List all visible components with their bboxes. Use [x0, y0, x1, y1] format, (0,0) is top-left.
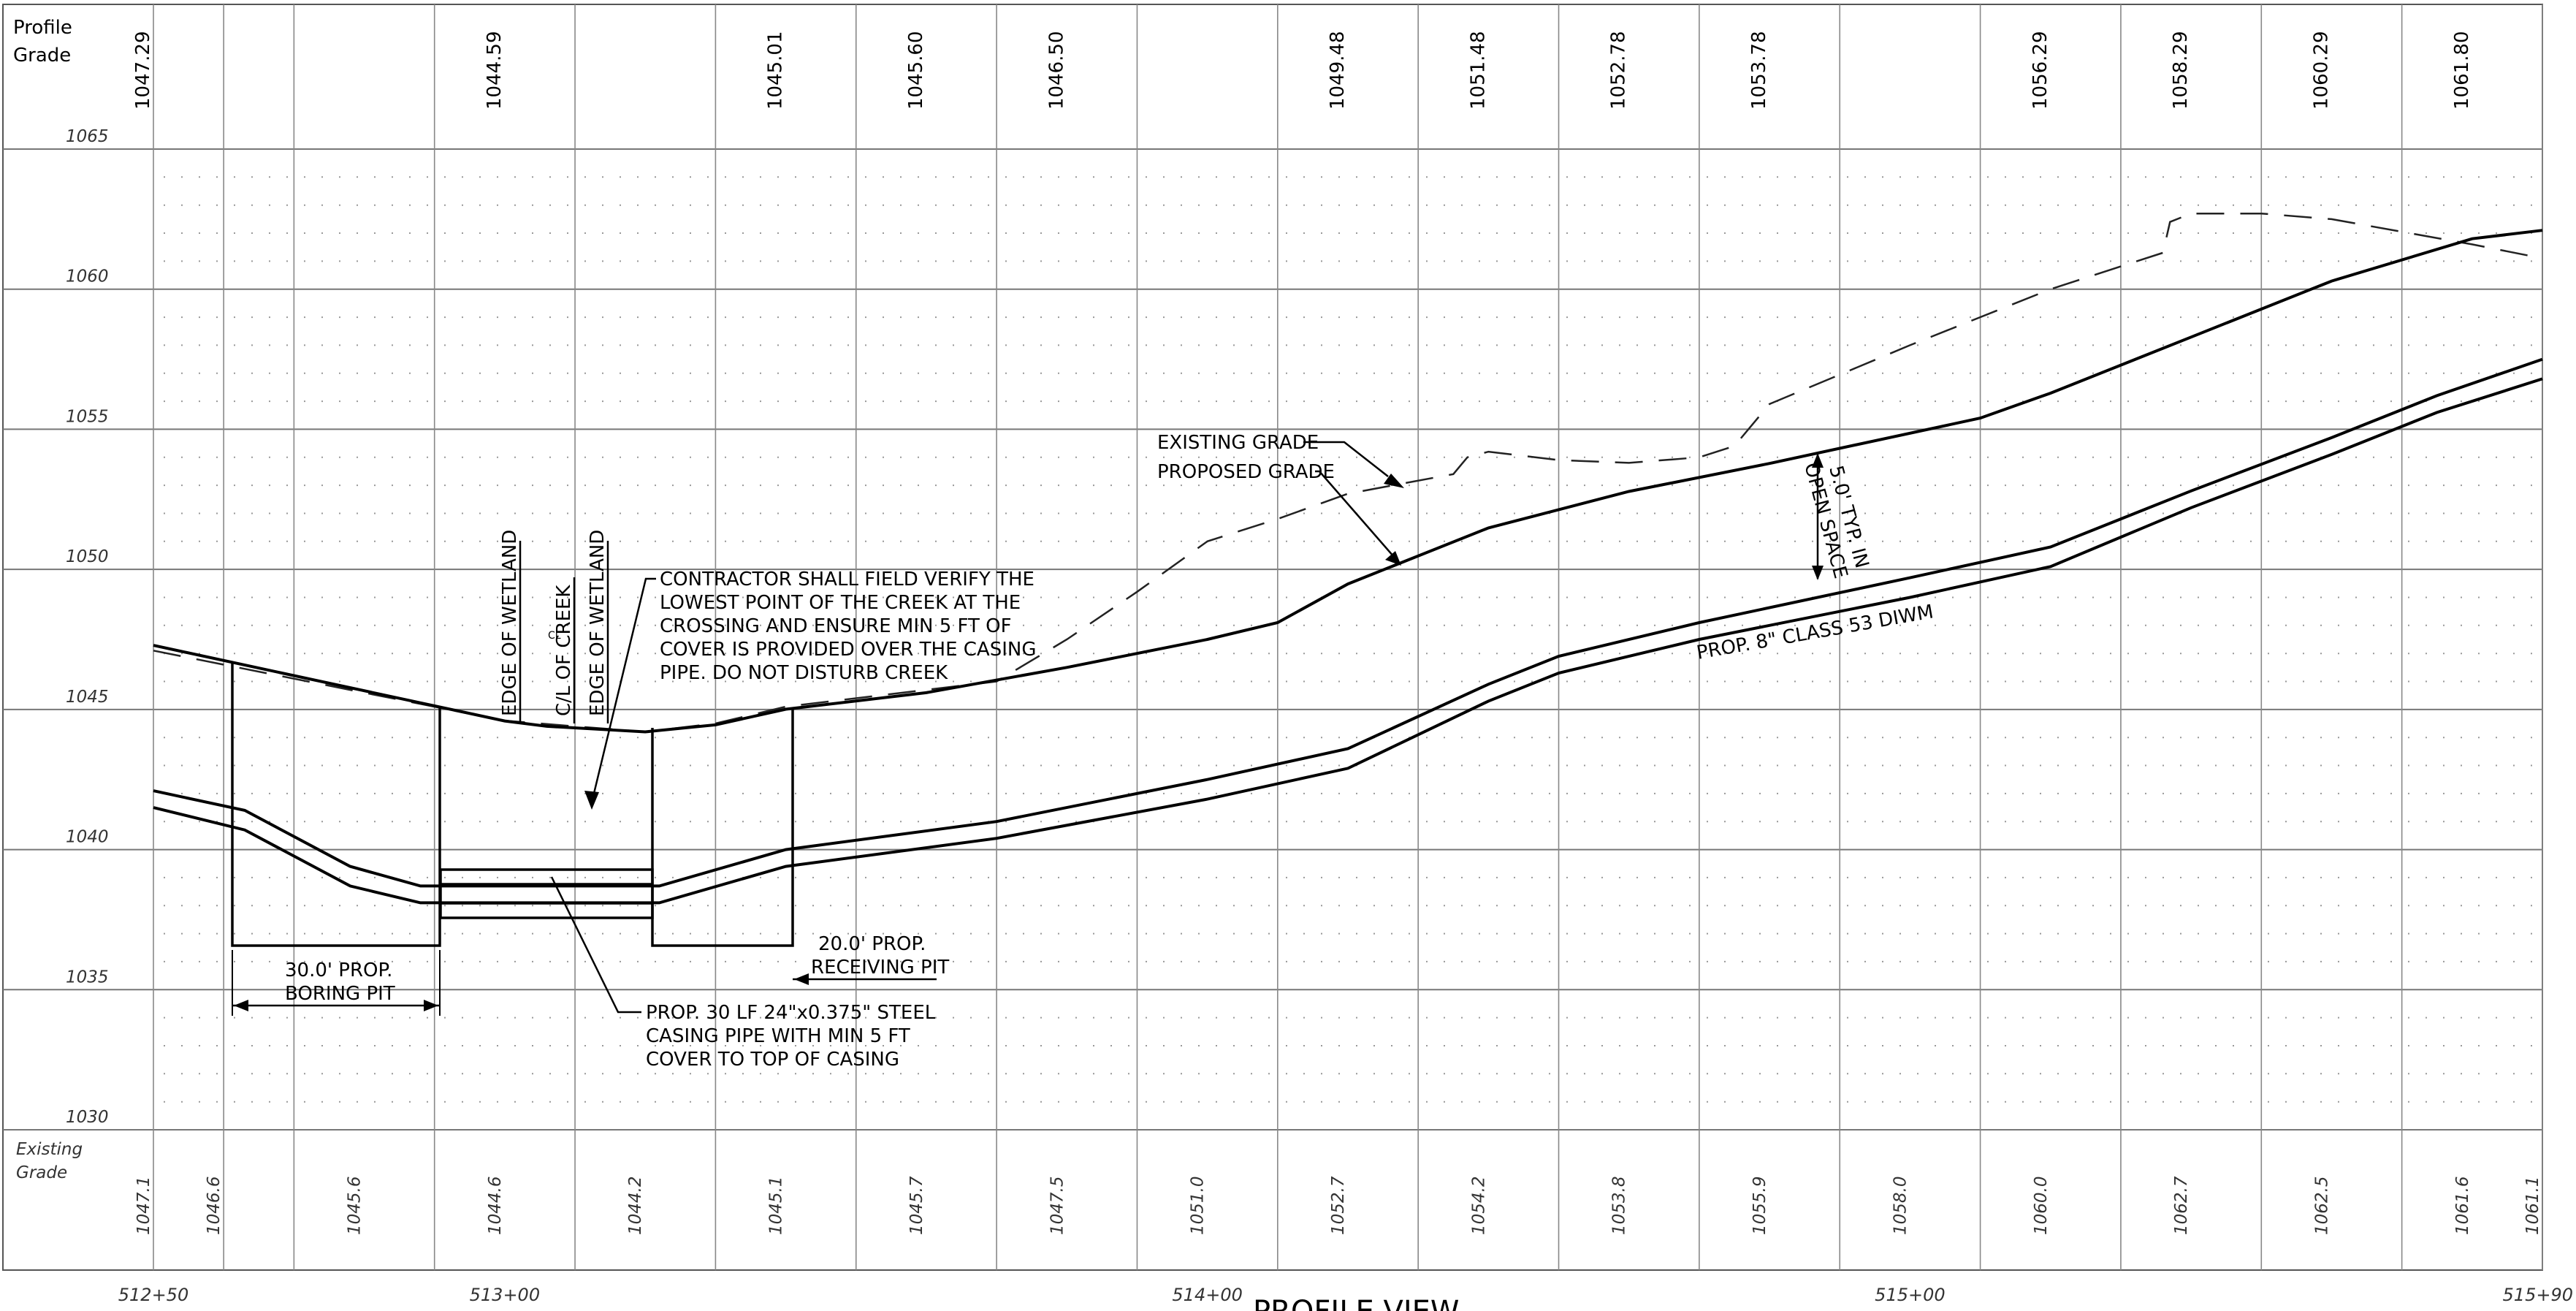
station-label: 515+00 [1875, 1285, 1945, 1305]
existing-grade-value: 1045.1 [767, 1177, 786, 1235]
contractor-note-line-3: CROSSING AND ENSURE MIN 5 FT OF [660, 615, 1012, 637]
elevation-tick-label: 1065 [66, 127, 109, 146]
existing-grade-value: 1060.0 [2032, 1177, 2051, 1235]
existing-grade-callout: EXISTING GRADE [1157, 432, 1404, 488]
pipe-bottom-line [153, 377, 2543, 905]
existing-grade-value: 1054.2 [1469, 1177, 1488, 1235]
open-space-cover-dimension: 5.0' TYP. IN OPEN SPACE [1799, 453, 1872, 581]
existing-grade-value: 1045.7 [907, 1176, 926, 1235]
casing-text-line-3: COVER TO TOP OF CASING [646, 1049, 899, 1071]
station-label: 512+50 [118, 1285, 188, 1305]
profile-grade-value: 1058.29 [2170, 31, 2192, 110]
existing-grade-value: 1051.0 [1189, 1177, 1208, 1235]
elevation-tick-label: 1030 [66, 1108, 109, 1127]
existing-grade-values: 1047.1 1046.6 1045.6 1044.6 1044.2 1045.1 1045… [134, 1176, 2542, 1235]
existing-grade-value: 1053.8 [1610, 1177, 1629, 1235]
station-label: 515+90 [2503, 1285, 2573, 1305]
contractor-note: CONTRACTOR SHALL FIELD VERIFY THE LOWEST… [584, 569, 1036, 810]
existing-grade-value: 1052.7 [1329, 1176, 1348, 1235]
existing-grade-line [153, 212, 2543, 733]
contractor-note-line-2: LOWEST POINT OF THE CREEK AT THE [660, 592, 1021, 614]
cl-of-creek-marker: C/L OF CREEK CL [548, 577, 576, 723]
cl-symbol: CL [548, 630, 561, 642]
boring-pit-text-line-2: BORING PIT [285, 983, 395, 1005]
profile-grade-value: 1045.60 [905, 31, 927, 110]
profile-grade-value: 1056.29 [2030, 31, 2051, 110]
elevation-axis: 1065 1060 1055 1050 1045 1040 1035 1030 [66, 127, 109, 1127]
cl-of-creek-text: C/L OF CREEK [553, 585, 575, 716]
view-title: PROFILE VIEW [1253, 1295, 1459, 1311]
profile-grade-label-line2: Grade [13, 45, 71, 66]
profile-grade-value: 1052.78 [1608, 31, 1630, 110]
minor-grid-dots [164, 176, 2532, 1103]
receiving-pit-text-line-1: 20.0' PROP. [818, 933, 926, 955]
profile-grade-value: 1061.80 [2451, 31, 2473, 110]
profile-grade-value: 1049.48 [1327, 31, 1349, 110]
elevation-tick-label: 1050 [66, 547, 109, 566]
grid-dots [164, 176, 2532, 1103]
existing-grade-value: 1047.5 [1048, 1177, 1067, 1235]
contractor-note-line-1: CONTRACTOR SHALL FIELD VERIFY THE [660, 569, 1034, 590]
existing-grade-value: 1044.6 [486, 1177, 505, 1235]
receiving-pit-text-line-2: RECEIVING PIT [811, 957, 949, 978]
boring-pit-callout: 30.0' PROP. BORING PIT [232, 950, 441, 1016]
existing-grade-value: 1046.6 [205, 1177, 224, 1235]
existing-grade-value: 1061.1 [2523, 1177, 2542, 1235]
profile-grade-value: 1044.59 [484, 31, 506, 110]
grid-lines [2, 4, 2543, 1271]
casing-callout: PROP. 30 LF 24"x0.375" STEEL CASING PIPE… [550, 876, 936, 1071]
profile-grade-value: 1046.50 [1045, 31, 1067, 110]
casing-text-line-2: CASING PIPE WITH MIN 5 FT [646, 1025, 910, 1047]
existing-grade-value: 1047.1 [134, 1177, 153, 1235]
station-label: 513+00 [470, 1285, 540, 1305]
receiving-pit [651, 707, 794, 947]
casing-text-line-1: PROP. 30 LF 24"x0.375" STEEL [646, 1002, 936, 1024]
contractor-note-line-5: PIPE. DO NOT DISTURB CREEK [660, 662, 948, 684]
receiving-pit-callout: 20.0' PROP. RECEIVING PIT [793, 933, 949, 985]
contractor-note-line-4: COVER IS PROVIDED OVER THE CASING [660, 639, 1036, 661]
profile-grade-value: 1060.29 [2310, 31, 2332, 110]
station-label: 514+00 [1172, 1285, 1242, 1305]
frame-border [2, 4, 2543, 1271]
edge-of-wetland-marker-2: EDGE OF WETLAND [587, 530, 609, 723]
existing-grade-value: 1058.0 [1891, 1177, 1910, 1235]
elevation-tick-label: 1055 [66, 407, 109, 426]
existing-grade-value: 1045.6 [346, 1177, 365, 1235]
elevation-tick-label: 1045 [66, 688, 109, 707]
pipe-top-line [153, 357, 2543, 888]
edge-of-wetland-text: EDGE OF WETLAND [499, 530, 521, 716]
edge-of-wetland-marker: EDGE OF WETLAND [499, 530, 522, 723]
existing-grade-value: 1062.7 [2172, 1176, 2191, 1235]
proposed-grade-callout-text: PROPOSED GRADE [1157, 461, 1335, 483]
existing-grade-label-line2: Grade [16, 1163, 67, 1182]
existing-grade-value: 1055.9 [1750, 1177, 1769, 1235]
profile-grade-value: 1053.78 [1748, 31, 1770, 110]
boring-pit-text-line-1: 30.0' PROP. [285, 960, 392, 981]
elevation-tick-label: 1040 [66, 828, 109, 847]
existing-grade-callout-text: EXISTING GRADE [1157, 432, 1319, 454]
existing-grade-label-line1: Existing [16, 1140, 83, 1159]
profile-grade-value: 1047.29 [132, 31, 154, 110]
elevation-tick-label: 1035 [66, 968, 109, 987]
proposed-grade-line [153, 229, 2543, 734]
elevation-tick-label: 1060 [66, 267, 109, 286]
proposed-grade-callout: PROPOSED GRADE [1157, 461, 1401, 566]
profile-grade-values: 1047.29 1044.59 1045.01 1045.60 1046.50 1049.… [132, 31, 2473, 110]
profile-grade-label-line1: Profile [13, 17, 72, 39]
existing-grade-value: 1062.5 [2312, 1177, 2331, 1235]
profile-grade-value: 1045.01 [765, 31, 787, 110]
edge-of-wetland-text-2: EDGE OF WETLAND [587, 530, 609, 716]
profile-grade-value: 1051.48 [1467, 31, 1489, 110]
existing-grade-value: 1061.6 [2453, 1177, 2472, 1235]
boring-pit [231, 664, 441, 947]
existing-grade-value: 1044.2 [626, 1177, 645, 1235]
station-labels: 512+50 513+00 514+00 515+00 515+90 [118, 1285, 2573, 1305]
